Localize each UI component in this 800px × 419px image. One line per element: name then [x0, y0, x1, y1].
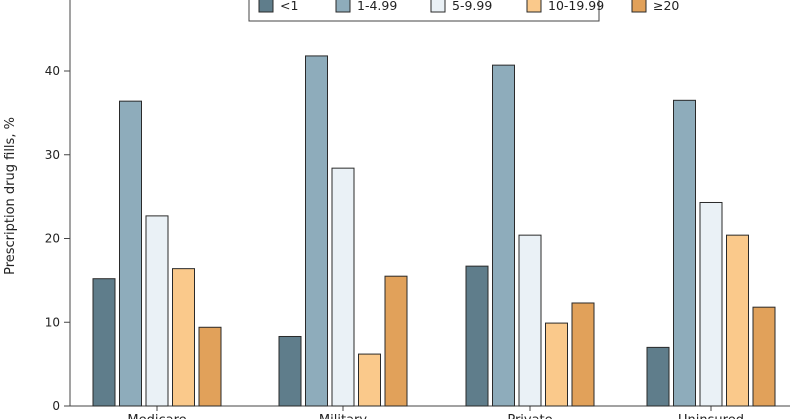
bars [92, 55, 776, 407]
y-tick-label: 20 [45, 232, 60, 246]
bar-military-series-1 [278, 335, 302, 407]
bar-military-series-2 [305, 55, 328, 407]
bar-private-series-3 [518, 234, 542, 407]
category-label: Medicare [127, 413, 186, 419]
legend-label: 10-19.99 [548, 0, 604, 13]
bar-uninsured-series-4 [726, 234, 749, 407]
bar-private-series-4 [545, 322, 568, 407]
bar-private-series-2 [492, 64, 515, 407]
bar-medicare-series-1 [92, 278, 116, 407]
bar-uninsured-series-1 [646, 346, 670, 407]
legend-label: <1 [280, 0, 298, 13]
bar-military-series-3 [331, 167, 355, 407]
bar-uninsured-series-2 [673, 99, 696, 407]
legend-swatch [430, 0, 446, 13]
legend-swatch [335, 0, 351, 13]
bar-medicare-series-3 [145, 215, 169, 407]
category-label: Uninsured [678, 413, 744, 419]
legend-box [248, 0, 600, 22]
legend: <1 1-4.99 5-9.99 10-19.99 ≥20 [248, 0, 679, 22]
y-tick-label: 0 [52, 399, 60, 413]
legend-label: 1-4.99 [357, 0, 397, 13]
y-tick-label: 30 [45, 148, 60, 162]
y-tick-label: 10 [45, 315, 60, 329]
y-axis-title: Prescription drug fills, % [3, 117, 18, 275]
bar-medicare-series-2 [119, 100, 142, 407]
legend-label: 5-9.99 [452, 0, 492, 13]
bar-uninsured-series-3 [699, 201, 723, 407]
legend-label: ≥20 [653, 0, 679, 13]
legend-swatch [258, 0, 274, 13]
bar-uninsured-series-5 [752, 306, 776, 407]
bar-medicare-series-4 [172, 268, 195, 407]
bar-medicare-series-5 [198, 326, 222, 407]
category-label: Military [319, 413, 367, 419]
y-tick-label: 40 [45, 64, 60, 78]
bar-private-series-1 [465, 265, 489, 407]
labels: 0 10 20 30 40 Prescription drug fills, % Medic… [3, 64, 744, 419]
bar-military-series-4 [358, 353, 381, 407]
legend-swatch [631, 0, 647, 13]
category-label: Private [507, 413, 552, 419]
bar-private-series-5 [571, 302, 595, 407]
bar-military-series-5 [384, 275, 408, 407]
legend-swatch [526, 0, 542, 13]
